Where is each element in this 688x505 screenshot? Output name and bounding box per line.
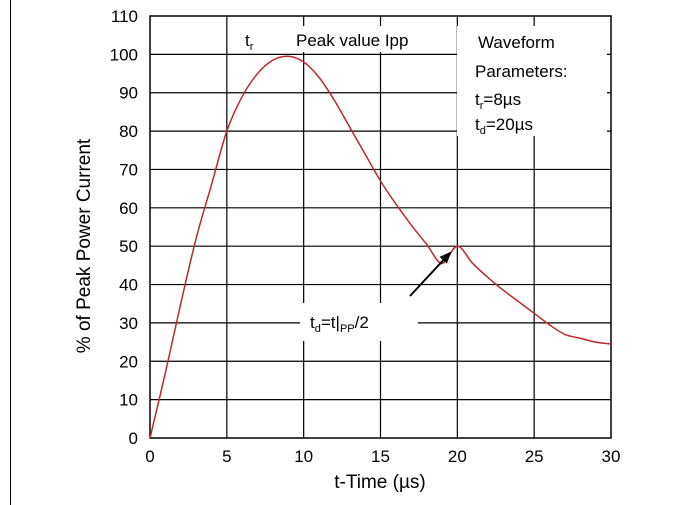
x-tick-label: 10: [294, 447, 313, 466]
x-tick-label: 15: [371, 447, 390, 466]
x-tick-labels: 0 5 10 15 20 25 30: [145, 447, 620, 466]
param-td: td=20µs: [475, 115, 533, 137]
y-tick-label: 30: [119, 314, 138, 333]
y-tick-labels: 0 10 20 30 40 50 60 70 80 90 100 110: [110, 7, 138, 448]
x-tick-label: 0: [145, 447, 154, 466]
y-tick-label: 0: [129, 429, 138, 448]
td-arrow: [409, 251, 452, 297]
y-tick-label: 90: [119, 84, 138, 103]
tr-label: tr: [245, 31, 254, 53]
y-tick-label: 110: [111, 7, 138, 26]
td-formula: td=t|PP/2: [310, 313, 369, 335]
td-formula-bg: [300, 303, 418, 341]
peak-label-bg: [290, 26, 450, 52]
params-title-1: Waveform: [478, 33, 555, 52]
y-axis-label: % of Peak Power Current: [74, 138, 95, 353]
x-tick-label: 30: [602, 447, 621, 466]
y-tick-label: 40: [119, 276, 138, 295]
y-tick-label: 20: [119, 352, 138, 371]
x-tick-label: 25: [525, 447, 544, 466]
x-axis-label: t-Time (µs): [334, 472, 426, 493]
peak-value-label: Peak value Ipp: [296, 31, 408, 50]
y-tick-label: 80: [119, 122, 138, 141]
y-tick-label: 100: [110, 45, 138, 64]
params-title-2: Parameters:: [475, 62, 568, 81]
y-tick-label: 60: [119, 199, 138, 218]
tr-label-bg: [235, 26, 265, 52]
waveform-line: [149, 55, 612, 439]
y-tick-label: 10: [119, 391, 138, 410]
param-tr: tr=8µs: [475, 90, 521, 112]
y-tick-label: 50: [119, 237, 138, 256]
x-tick-label: 20: [448, 447, 467, 466]
x-tick-label: 5: [222, 447, 231, 466]
chart-frame: [10, 0, 688, 505]
params-box-bg: [457, 26, 607, 136]
y-tick-label: 70: [119, 160, 138, 179]
